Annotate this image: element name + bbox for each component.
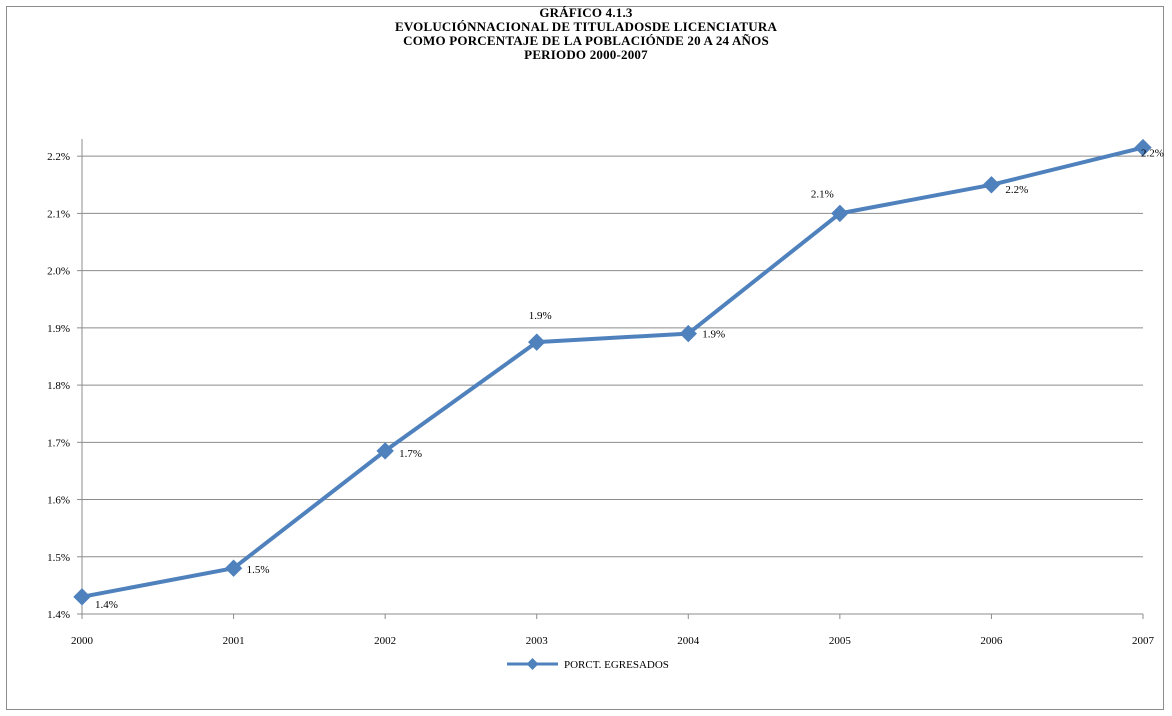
y-tick-label: 1.7% <box>47 437 70 449</box>
x-tick-label: 2007 <box>1132 635 1155 647</box>
data-point-marker <box>679 324 697 343</box>
data-label: 2.2% <box>1141 148 1164 160</box>
y-tick-label: 1.4% <box>47 609 70 621</box>
y-tick-label: 1.9% <box>47 323 70 335</box>
x-tick-label: 2000 <box>71 635 94 647</box>
title-line-1: GRÁFICO 4.1.3 <box>539 5 633 20</box>
chart-frame <box>6 6 1164 710</box>
data-point-marker <box>1134 138 1152 157</box>
x-tick-label: 2004 <box>677 635 700 647</box>
data-label: 1.4% <box>95 599 118 611</box>
y-tick-label: 2.1% <box>47 208 70 220</box>
x-tick-labels: 2000 2001 2002 2003 2004 2005 2006 2007 <box>71 635 1155 647</box>
x-tick-label: 2003 <box>526 635 549 647</box>
data-point-marker <box>528 333 546 351</box>
title-line-4: PERIODO 2000-2007 <box>524 47 648 62</box>
data-label: 2.1% <box>811 188 834 200</box>
data-label: 2.2% <box>1005 184 1028 196</box>
y-tick-label: 2.2% <box>47 151 70 163</box>
legend-label: PORCT. EGRESADOS <box>564 659 669 671</box>
y-tick-label: 1.6% <box>47 495 70 507</box>
data-point-marker <box>831 204 849 223</box>
data-point-marker <box>376 442 394 460</box>
series-markers <box>73 138 1152 606</box>
data-label: 1.7% <box>399 448 422 460</box>
data-labels: 1.4% 1.5% 1.7% 1.9% 1.9% 2.1% 2.2% 2.2% <box>95 148 1164 611</box>
data-point-marker <box>73 588 91 606</box>
data-point-marker <box>982 176 1001 194</box>
gridlines <box>82 155 1143 558</box>
data-label: 1.9% <box>702 329 725 341</box>
title-line-2: EVOLUCIÓNNACIONAL DE TITULADOSDE LICENCI… <box>394 19 778 34</box>
y-tick-label: 2.0% <box>47 266 70 278</box>
x-tick-label: 2005 <box>829 635 852 647</box>
data-label: 1.9% <box>529 310 552 322</box>
y-tick-label: 1.8% <box>47 380 70 392</box>
x-tick-label: 2006 <box>980 635 1003 647</box>
x-tick-label: 2002 <box>374 635 396 647</box>
y-tick-label: 1.5% <box>47 552 70 564</box>
series-line-porct-egresados <box>81 145 1144 599</box>
legend-marker-swatch <box>526 658 539 670</box>
y-tick-labels: 1.4% 1.5% 1.6% 1.7% 1.8% 1.9% 2.0% 2.1% 2.2% <box>47 151 70 621</box>
chart-title: GRÁFICO 4.1.3 EVOLUCIÓNNACIONAL DE TITUL… <box>0 6 1172 62</box>
axes <box>77 139 1144 619</box>
x-tick-label: 2001 <box>223 635 245 647</box>
data-point-marker <box>224 559 243 577</box>
data-label: 1.5% <box>247 564 270 576</box>
legend: PORCT. EGRESADOS <box>507 658 669 671</box>
title-line-3: COMO PORCENTAJE DE LA POBLACIÓNDE 20 A 2… <box>403 33 769 48</box>
series-line <box>81 145 1144 599</box>
